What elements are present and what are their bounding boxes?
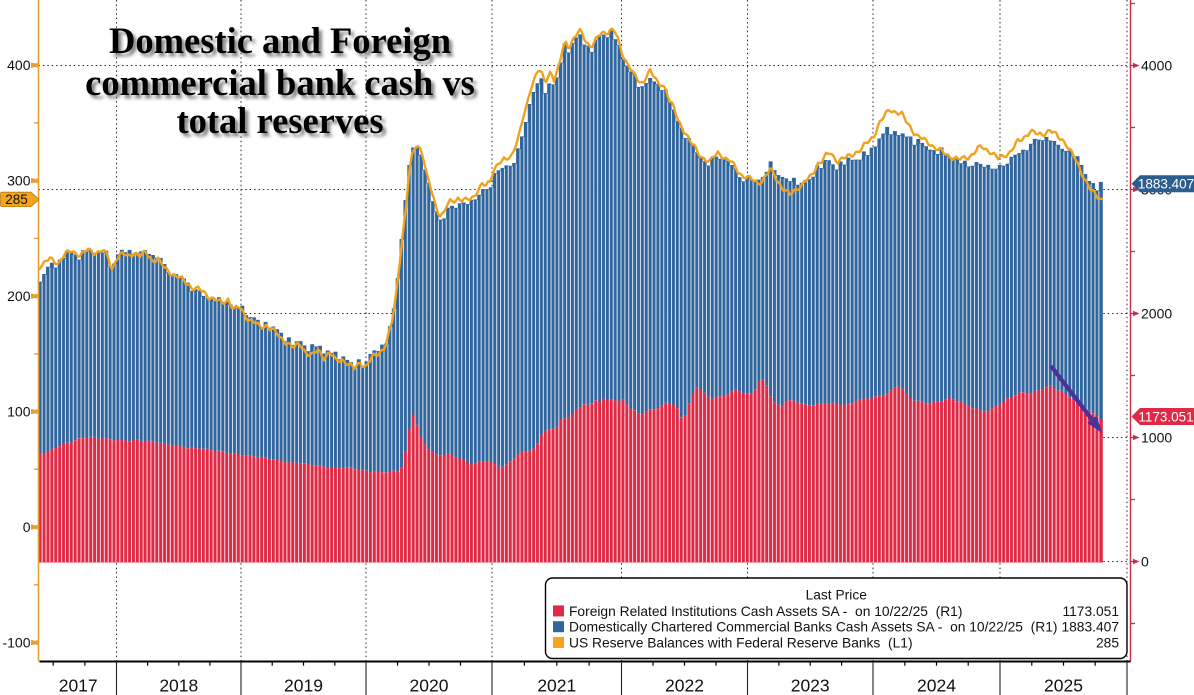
svg-text:4000: 4000	[1141, 58, 1172, 74]
svg-text:2024: 2024	[917, 676, 956, 695]
svg-text:300: 300	[7, 173, 31, 189]
svg-text:Domestic and Foreign: Domestic and Foreign	[112, 24, 454, 65]
svg-text:total reserves: total reserves	[176, 100, 383, 141]
svg-text:commercial bank cash vs: commercial bank cash vs	[88, 66, 478, 107]
svg-text:-100: -100	[2, 635, 30, 651]
svg-text:1883.407: 1883.407	[1061, 620, 1119, 635]
svg-text:1173.051: 1173.051	[1138, 409, 1193, 424]
svg-text:Foreign Related Institutions C: Foreign Related Institutions Cash Assets…	[569, 604, 962, 619]
svg-text:2025: 2025	[1044, 676, 1083, 695]
svg-text:100: 100	[7, 404, 31, 420]
svg-text:total reserves: total reserves	[180, 104, 387, 145]
svg-text:1883.407: 1883.407	[1138, 177, 1194, 192]
svg-text:2019: 2019	[284, 676, 323, 695]
svg-text:1000: 1000	[1141, 430, 1172, 446]
svg-text:285: 285	[5, 192, 28, 207]
svg-text:2021: 2021	[537, 676, 576, 695]
svg-text:2017: 2017	[59, 676, 98, 695]
svg-text:2000: 2000	[1141, 306, 1172, 322]
svg-text:2020: 2020	[410, 676, 449, 695]
svg-text:1173.051: 1173.051	[1062, 604, 1119, 619]
svg-text:US Reserve Balances with Feder: US Reserve Balances with Federal Reserve…	[569, 635, 913, 650]
svg-text:Domestically Chartered Commerc: Domestically Chartered Commercial Banks …	[569, 620, 1057, 635]
svg-text:2018: 2018	[159, 676, 198, 695]
svg-text:2023: 2023	[791, 676, 830, 695]
svg-text:0: 0	[1141, 554, 1149, 570]
svg-text:0: 0	[23, 519, 31, 535]
svg-text:400: 400	[7, 57, 31, 73]
svg-text:commercial bank cash vs: commercial bank cash vs	[85, 62, 475, 103]
svg-text:285: 285	[1096, 635, 1119, 650]
svg-text:2022: 2022	[665, 676, 704, 695]
svg-text:Domestic and Foreign: Domestic and Foreign	[109, 20, 451, 61]
svg-text:Last Price: Last Price	[806, 588, 868, 603]
svg-text:200: 200	[7, 288, 31, 304]
